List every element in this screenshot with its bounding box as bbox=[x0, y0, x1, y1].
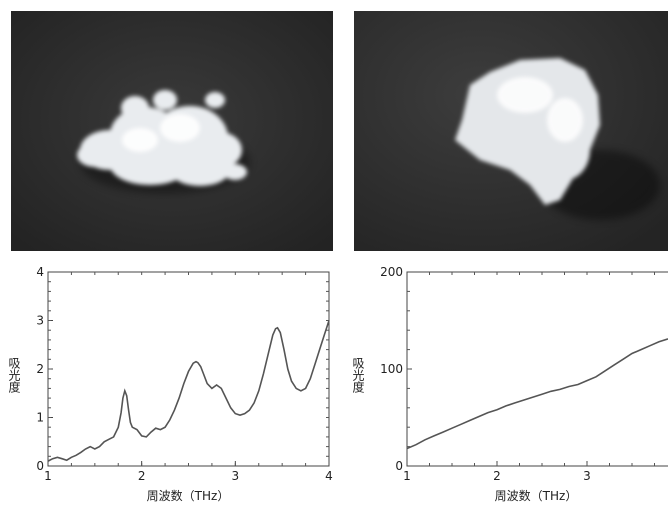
x-tick-label: 3 bbox=[583, 469, 591, 483]
fiber-tuft-shape bbox=[455, 58, 660, 220]
x-tick-label: 3 bbox=[232, 469, 240, 483]
x-tick-label: 2 bbox=[493, 469, 501, 483]
sample-photo-left bbox=[11, 11, 333, 251]
absorbance-line bbox=[406, 338, 668, 450]
y-axis-label: 吸光度 bbox=[7, 357, 21, 393]
x-tick-label: 1 bbox=[403, 469, 411, 483]
y-tick-label: 200 bbox=[380, 265, 403, 279]
y-tick-label: 0 bbox=[36, 459, 44, 473]
x-tick-label: 2 bbox=[138, 469, 146, 483]
x-axis-label: 周波数（THz） bbox=[495, 488, 578, 503]
x-axis-label: 周波数（THz） bbox=[147, 488, 230, 503]
y-tick-label: 3 bbox=[36, 314, 44, 328]
powder-clump-shape bbox=[77, 90, 250, 194]
absorbance-line bbox=[47, 320, 330, 462]
y-tick-label: 100 bbox=[380, 362, 403, 376]
x-tick-label: 1 bbox=[44, 469, 52, 483]
y-axis-label: 吸光度 bbox=[351, 357, 365, 393]
y-tick-label: 0 bbox=[395, 459, 403, 473]
sample-photo-right bbox=[354, 11, 668, 251]
plot-frame bbox=[406, 271, 668, 467]
chart-right: 1 2 3 0 100 200 吸光度 周波数（THz） bbox=[351, 265, 668, 503]
y-tick-label: 2 bbox=[36, 362, 44, 376]
plot-frame bbox=[47, 271, 330, 467]
x-tick-label: 4 bbox=[325, 469, 333, 483]
y-tick-label: 1 bbox=[36, 411, 44, 425]
y-tick-label: 4 bbox=[36, 265, 44, 279]
